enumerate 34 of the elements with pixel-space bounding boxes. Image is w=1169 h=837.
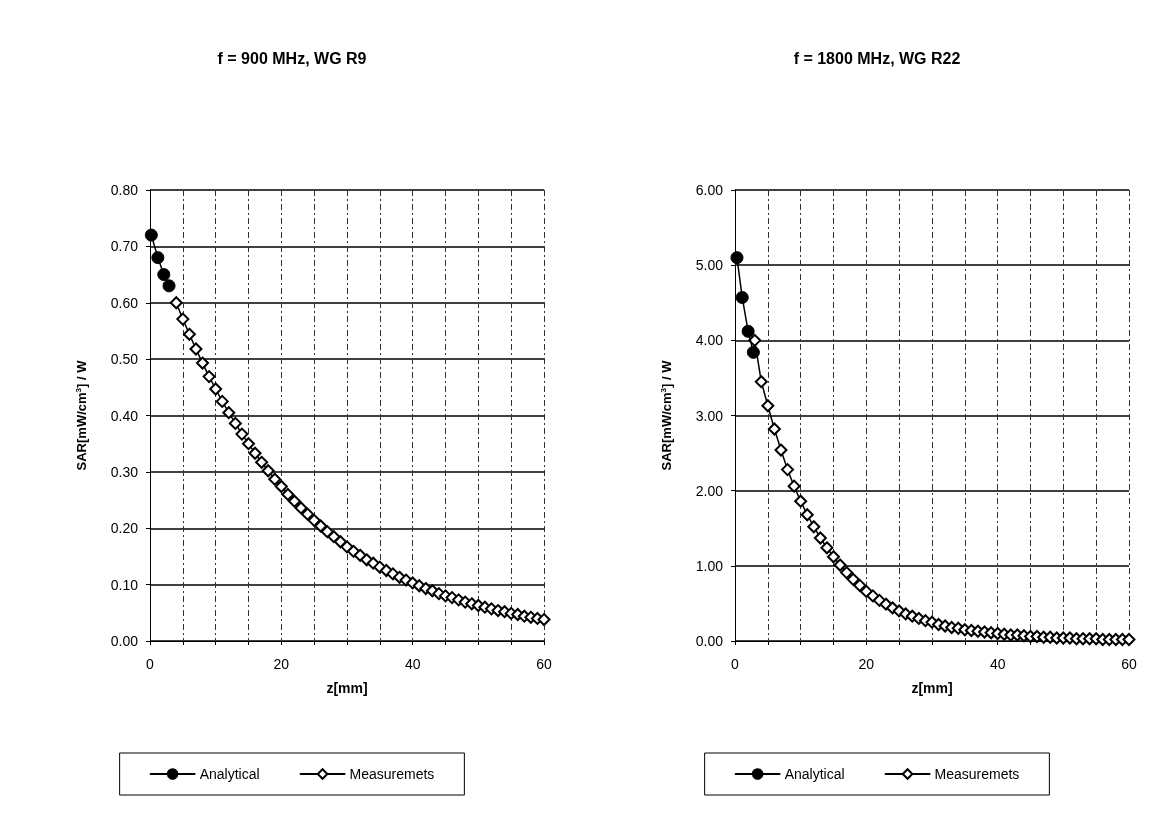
y-axis-title: SAR[mW/cm3] / W — [658, 359, 674, 471]
y-tick-label: 0.60 — [110, 294, 139, 311]
y-tick-label: 0.30 — [110, 463, 139, 480]
x-tick-label: 0 — [146, 656, 155, 672]
x-tick-label: 20 — [858, 656, 875, 672]
y-tick-label: 0.40 — [110, 407, 139, 424]
y-tick-label: 0.00 — [695, 633, 724, 649]
y-tick-label: 1.00 — [695, 557, 724, 574]
y-tick-label: 2.00 — [695, 482, 724, 499]
x-tick-label: 60 — [1121, 656, 1137, 672]
y-tick-label: 4.00 — [695, 332, 724, 349]
x-axis-title: z[mm] — [911, 680, 953, 696]
y-axis-title: SAR[mW/cm3] / W — [73, 359, 89, 471]
y-tick-label: 3.00 — [695, 407, 724, 424]
legend-label: Analytical — [784, 766, 845, 782]
y-tick-label: 0.80 — [110, 182, 139, 198]
chart-title: f = 1800 MHz, WG R22 — [793, 49, 961, 67]
x-axis-title: z[mm] — [326, 680, 368, 696]
legend-label: Measuremets — [349, 766, 435, 782]
legend-label: Measuremets — [934, 766, 1020, 782]
y-tick-label: 5.00 — [695, 257, 724, 274]
y-tick-label: 0.70 — [110, 238, 139, 255]
y-tick-label: 0.00 — [110, 633, 139, 649]
y-tick-label: 0.20 — [110, 520, 139, 537]
chart-title: f = 900 MHz, WG R9 — [217, 49, 367, 67]
x-tick-label: 40 — [404, 656, 421, 672]
y-tick-label: 6.00 — [695, 182, 724, 198]
y-tick-label: 0.10 — [110, 576, 139, 593]
legend-label: Analytical — [199, 766, 260, 782]
x-tick-label: 20 — [273, 656, 290, 672]
y-tick-label: 0.50 — [110, 351, 139, 368]
x-tick-label: 60 — [536, 656, 552, 672]
x-tick-label: 0 — [731, 656, 740, 672]
x-tick-label: 40 — [989, 656, 1006, 672]
